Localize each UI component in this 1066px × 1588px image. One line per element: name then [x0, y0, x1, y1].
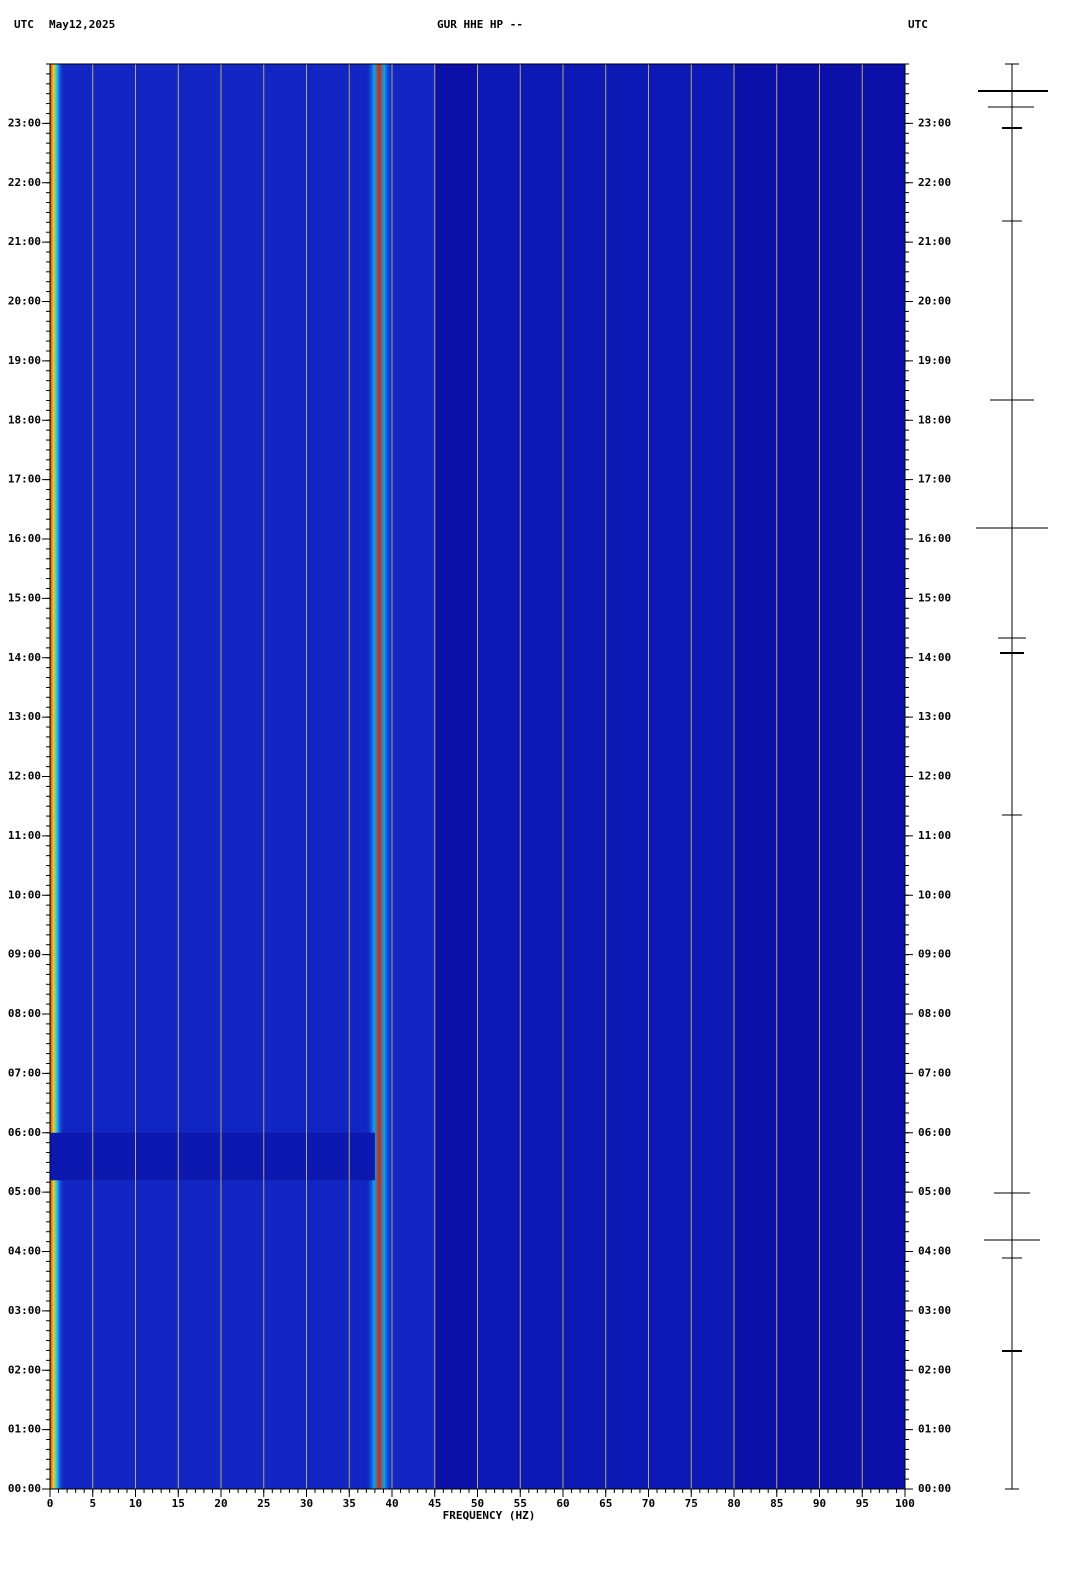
x-axis-title: FREQUENCY (HZ) [443, 1509, 536, 1522]
y-tick-label: 06:00 [918, 1126, 951, 1139]
y-tick-label: 10:00 [8, 888, 41, 901]
x-tick-label: 0 [47, 1497, 54, 1510]
y-tick-label: 16:00 [8, 532, 41, 545]
y-tick-label: 14:00 [918, 651, 951, 664]
y-tick-label: 04:00 [8, 1245, 41, 1258]
x-tick-label: 70 [642, 1497, 655, 1510]
y-tick-label: 17:00 [8, 473, 41, 486]
y-tick-label: 17:00 [918, 473, 951, 486]
timezone-right: UTC [908, 18, 928, 31]
quiet-block [50, 1132, 375, 1181]
y-tick-label: 18:00 [918, 413, 951, 426]
y-tick-label: 08:00 [8, 1007, 41, 1020]
y-tick-label: 21:00 [8, 235, 41, 248]
y-tick-label: 02:00 [918, 1363, 951, 1376]
hot-band [366, 64, 392, 1489]
y-tick-label: 18:00 [8, 413, 41, 426]
y-tick-label: 15:00 [918, 591, 951, 604]
y-tick-label: 05:00 [8, 1185, 41, 1198]
y-tick-label: 14:00 [8, 651, 41, 664]
y-tick-label: 15:00 [8, 591, 41, 604]
y-tick-label: 20:00 [918, 295, 951, 308]
x-tick-label: 25 [257, 1497, 270, 1510]
x-tick-label: 90 [813, 1497, 826, 1510]
y-tick-label: 07:00 [8, 1066, 41, 1079]
y-tick-label: 02:00 [8, 1363, 41, 1376]
y-tick-label: 12:00 [918, 770, 951, 783]
x-tick-label: 95 [856, 1497, 869, 1510]
y-tick-label: 22:00 [8, 176, 41, 189]
x-tick-label: 15 [172, 1497, 185, 1510]
date: May12,2025 [49, 18, 115, 31]
x-tick-label: 45 [428, 1497, 441, 1510]
y-tick-label: 01:00 [918, 1423, 951, 1436]
y-tick-label: 11:00 [918, 829, 951, 842]
y-tick-label: 09:00 [8, 948, 41, 961]
x-tick-label: 100 [895, 1497, 915, 1510]
y-tick-label: 12:00 [8, 770, 41, 783]
x-tick-label: 85 [770, 1497, 783, 1510]
y-tick-label: 13:00 [8, 710, 41, 723]
y-tick-label: 22:00 [918, 176, 951, 189]
y-tick-label: 23:00 [8, 116, 41, 129]
y-tick-label: 03:00 [8, 1304, 41, 1317]
y-tick-label: 03:00 [918, 1304, 951, 1317]
x-tick-label: 75 [685, 1497, 698, 1510]
edge-band [50, 64, 64, 1489]
y-tick-label: 07:00 [918, 1066, 951, 1079]
x-tick-label: 55 [514, 1497, 527, 1510]
y-tick-label: 19:00 [918, 354, 951, 367]
y-tick-label: 09:00 [918, 948, 951, 961]
x-tick-label: 5 [89, 1497, 96, 1510]
x-tick-label: 40 [385, 1497, 398, 1510]
x-tick-label: 35 [343, 1497, 356, 1510]
y-tick-label: 06:00 [8, 1126, 41, 1139]
chart-title: GUR HHE HP -- [437, 18, 523, 31]
y-tick-label: 05:00 [918, 1185, 951, 1198]
x-tick-label: 60 [556, 1497, 569, 1510]
seismogram-trace [976, 63, 1048, 1490]
x-tick-label: 30 [300, 1497, 313, 1510]
x-tick-label: 10 [129, 1497, 142, 1510]
plot-area [49, 63, 906, 1490]
x-tick-label: 65 [599, 1497, 612, 1510]
y-tick-label: 01:00 [8, 1423, 41, 1436]
x-tick-label: 80 [727, 1497, 740, 1510]
y-tick-label: 08:00 [918, 1007, 951, 1020]
y-tick-label: 11:00 [8, 829, 41, 842]
x-tick-label: 50 [471, 1497, 484, 1510]
y-tick-label: 00:00 [918, 1482, 951, 1495]
y-tick-label: 20:00 [8, 295, 41, 308]
y-tick-label: 10:00 [918, 888, 951, 901]
y-tick-label: 19:00 [8, 354, 41, 367]
x-tick-label: 20 [214, 1497, 227, 1510]
y-tick-label: 16:00 [918, 532, 951, 545]
y-tick-label: 13:00 [918, 710, 951, 723]
y-tick-label: 21:00 [918, 235, 951, 248]
y-tick-label: 04:00 [918, 1245, 951, 1258]
y-tick-label: 00:00 [8, 1482, 41, 1495]
timezone-left: UTC [14, 18, 34, 31]
y-tick-label: 23:00 [918, 116, 951, 129]
